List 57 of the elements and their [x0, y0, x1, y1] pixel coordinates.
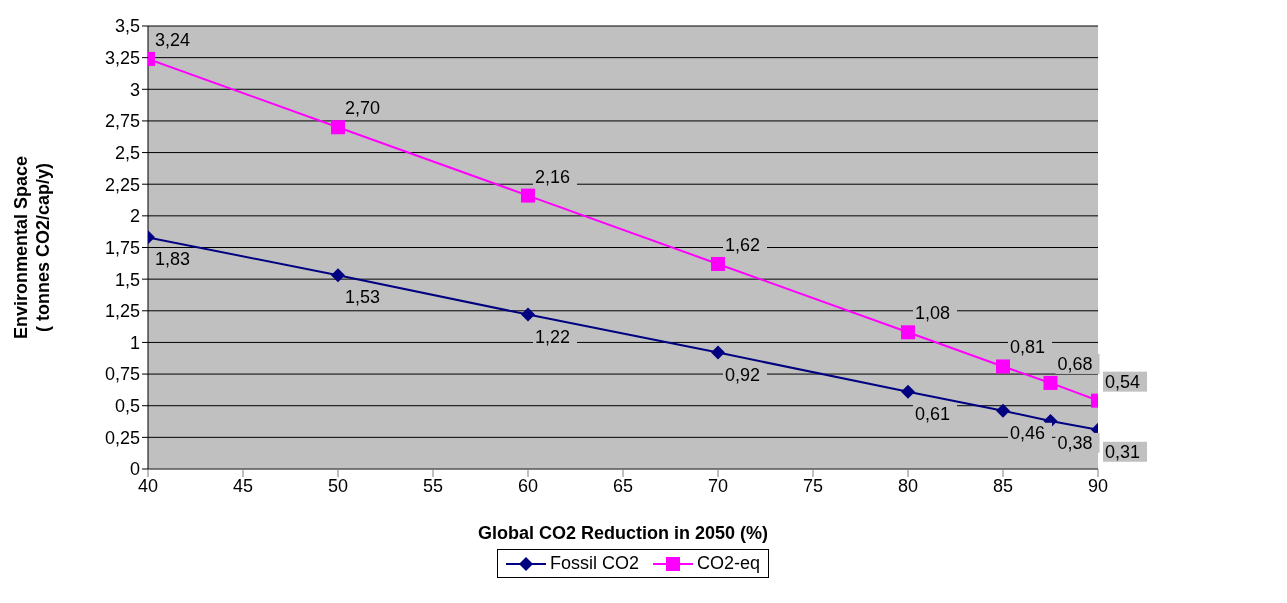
y-tick-label: 2,5 [114, 142, 140, 163]
y-tick-label: 2 [129, 206, 140, 227]
point [521, 188, 535, 203]
x-tick-label: 90 [1087, 475, 1109, 496]
y-tick-label: 1 [129, 332, 140, 353]
data-label: 1,08 [915, 303, 951, 324]
data-label: 0,61 [915, 403, 951, 424]
x-tick-label: 60 [517, 475, 539, 496]
point [996, 403, 1010, 418]
y-tick-label: 3,5 [114, 16, 140, 37]
point [711, 256, 725, 271]
y-axis-title: Environmental Space ( tonnes CO2/cap/y) [11, 155, 53, 340]
point [901, 384, 915, 399]
point [331, 268, 345, 283]
x-tick-label: 45 [232, 475, 254, 496]
y-tick-label: 2,75 [104, 111, 140, 132]
legend-label: CO2-eq [696, 553, 761, 574]
point [1043, 375, 1058, 390]
x-tick-label: 50 [327, 475, 349, 496]
legend-label: Fossil CO2 [548, 553, 639, 574]
x-tick-label: 75 [802, 475, 824, 496]
x-tick-label: 70 [707, 475, 729, 496]
point [901, 325, 915, 340]
data-label: 0,31 [1105, 441, 1141, 462]
point [521, 307, 535, 322]
data-label: 2,70 [345, 98, 381, 119]
x-tick-label: 85 [992, 475, 1014, 496]
data-label: 1,22 [535, 326, 571, 347]
data-label: 2,16 [535, 166, 571, 187]
y-tick-label: 0,25 [104, 427, 140, 448]
y-tick-label: 1,25 [104, 301, 140, 322]
y-tick-label: 1,75 [104, 237, 140, 258]
y-tick-label: 3,25 [104, 48, 140, 69]
x-tick-label: 65 [612, 475, 634, 496]
y-tick-label: 0 [129, 459, 140, 480]
data-label: 1,83 [155, 249, 191, 270]
y-tick-label: 3 [129, 79, 140, 100]
x-axis-title: Global CO2 Reduction in 2050 (%) [477, 523, 769, 543]
data-label: 3,24 [155, 29, 191, 50]
x-tick-label: 55 [422, 475, 444, 496]
data-label: 0,68 [1057, 353, 1093, 374]
point [711, 345, 725, 360]
y-tick-label: 0,75 [104, 364, 140, 385]
data-label: 0,54 [1105, 371, 1141, 392]
y-tick-label: 2,25 [104, 174, 140, 195]
x-tick-label: 80 [897, 475, 919, 496]
y-tick-label: 1,5 [114, 269, 140, 290]
x-tick-label: 40 [137, 475, 159, 496]
point [996, 359, 1010, 374]
data-label: 1,62 [725, 234, 761, 255]
data-label: 0,38 [1057, 432, 1093, 453]
point [331, 120, 345, 135]
data-label: 0,92 [725, 364, 761, 385]
data-label: 1,53 [345, 287, 381, 308]
data-label: 0,46 [1010, 422, 1046, 443]
y-tick-label: 0,5 [114, 396, 140, 417]
data-label: 0,81 [1010, 337, 1046, 358]
